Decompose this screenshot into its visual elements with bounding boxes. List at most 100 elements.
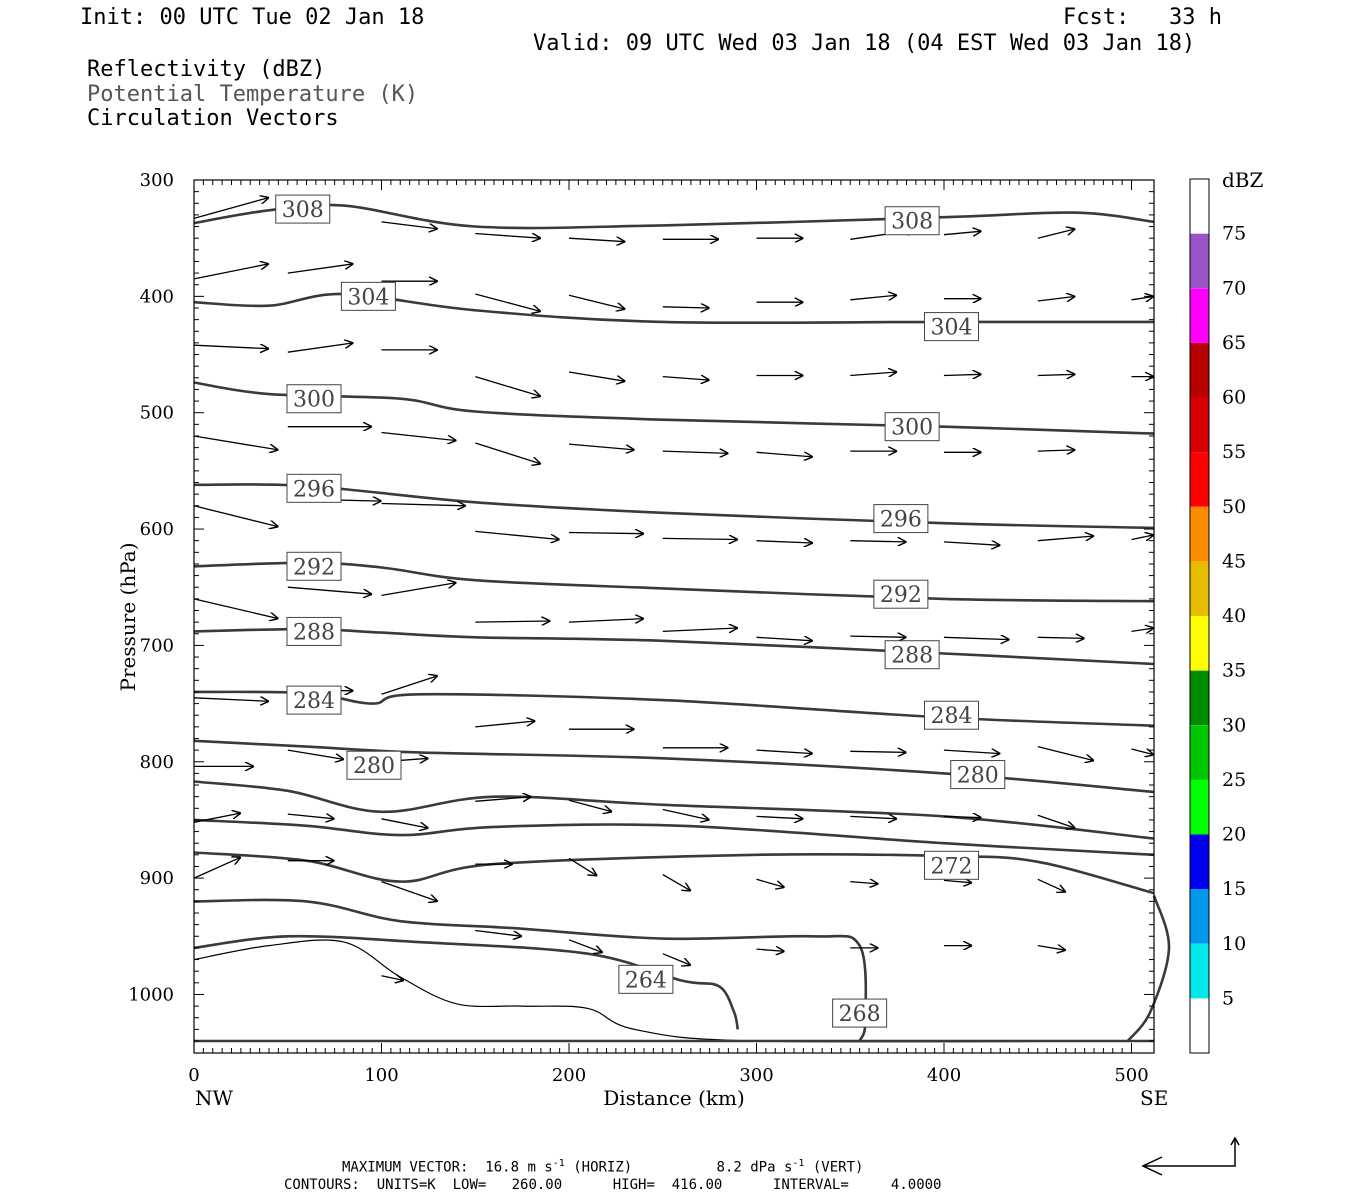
contour-label: 296 <box>286 473 342 503</box>
circulation-vector <box>756 878 785 887</box>
circulation-vector <box>287 264 354 274</box>
terrain-line <box>193 939 1155 1043</box>
contour-label-box <box>286 384 342 414</box>
contour-label-text: 284 <box>293 689 335 714</box>
valid-time: Valid: 09 UTC Wed 03 Jan 18 (04 EST Wed … <box>533 31 1196 56</box>
circulation-vector <box>568 939 603 953</box>
colorbar-swatch <box>1190 288 1209 343</box>
contour-label-text: 296 <box>293 477 335 502</box>
theta-contour <box>193 934 740 1030</box>
circulation-vector <box>662 953 691 966</box>
theta-contour <box>193 898 868 1042</box>
contour-label: 288 <box>286 616 342 646</box>
circulation-vector <box>475 293 541 312</box>
circulation-vector <box>475 530 559 539</box>
circulation-vector <box>662 808 710 820</box>
contour-label-text: 288 <box>293 620 335 645</box>
colorbar-swatch <box>1190 943 1209 999</box>
colorbar-label: 5 <box>1222 987 1234 1009</box>
x-tick-label: 200 <box>552 1065 586 1086</box>
colorbar-swatch <box>1190 397 1209 453</box>
circulation-vector <box>475 442 541 464</box>
colorbar-frame <box>1189 178 1210 1054</box>
contours-low: LOW= 260.00 <box>452 1177 563 1193</box>
colorbar-label: 30 <box>1222 714 1246 736</box>
max-vector-line: MAXIMUM VECTOR: 16.8 m s -1 (HORIZ) 8.2 d… <box>342 1159 863 1175</box>
circulation-vector <box>850 816 897 818</box>
circulation-vector <box>1131 628 1155 631</box>
circulation-vector <box>943 816 982 817</box>
theta-contour <box>193 203 1155 230</box>
colorbar-label: 60 <box>1222 387 1246 409</box>
max-vector-label: MAXIMUM VECTOR: <box>342 1159 469 1176</box>
contours-line: CONTOURS: UNITS=K LOW= 260.00 HIGH= 416.… <box>284 1178 941 1192</box>
contour-label-text: 272 <box>931 854 973 879</box>
circulation-vector <box>475 929 522 937</box>
circulation-vector <box>1037 946 1066 951</box>
circulation-vector <box>756 949 785 951</box>
contour-label: 288 <box>884 640 940 670</box>
circulation-vector <box>287 586 372 594</box>
circulation-vector <box>381 818 429 828</box>
colorbar-swatch <box>1190 889 1209 944</box>
x-axis-title: Distance (km) <box>603 1086 745 1110</box>
field-circulation-vectors: Circulation Vectors <box>87 106 339 131</box>
circulation-vector <box>193 813 241 823</box>
contour-label: 268 <box>832 998 888 1028</box>
x-tick-label: 400 <box>927 1065 961 1086</box>
colorbar-label: 50 <box>1222 496 1246 518</box>
contour-label-box <box>924 312 979 342</box>
contour-label: 280 <box>346 750 402 780</box>
colorbar-swatch <box>1190 506 1209 562</box>
contour-label-box <box>346 750 402 780</box>
circulation-vector <box>756 816 804 818</box>
contour-label: 280 <box>950 760 1006 790</box>
colorbar-swatch <box>1190 179 1209 234</box>
circulation-vector <box>1131 749 1155 755</box>
contour-label-box <box>832 998 888 1028</box>
theta-contour <box>193 739 1155 794</box>
colorbar-label: 65 <box>1222 332 1246 354</box>
circulation-vector <box>1131 296 1155 299</box>
contour-label-text: 304 <box>931 316 973 341</box>
circulation-vector <box>193 198 269 220</box>
circulation-vector <box>1037 374 1076 375</box>
contour-label-text: 300 <box>293 388 335 413</box>
circulation-vector <box>662 451 729 453</box>
contours-units: UNITS=K <box>376 1177 436 1193</box>
circulation-vector <box>475 232 541 239</box>
vert-max-value: 8.2 dPa s <box>716 1159 793 1176</box>
y-tick-label: 700 <box>140 635 174 656</box>
contour-label-box <box>286 616 342 646</box>
circulation-vector <box>662 307 710 308</box>
circulation-vector <box>568 238 625 242</box>
circulation-vector <box>1131 535 1155 540</box>
colorbar-swatch <box>1190 233 1209 289</box>
x-end-se: SE <box>1140 1086 1168 1110</box>
contour-label-text: 296 <box>880 508 922 533</box>
vert-exponent: -1 <box>792 1158 805 1169</box>
colorbar-label: 10 <box>1222 933 1246 955</box>
contour-label: 304 <box>924 312 979 342</box>
circulation-vector <box>568 294 625 309</box>
horiz-max-value: 16.8 m s <box>485 1159 553 1176</box>
circulation-vector <box>850 751 906 752</box>
circulation-vector <box>756 637 813 641</box>
circulation-vector <box>381 583 457 597</box>
circulation-vector <box>943 231 982 235</box>
circulation-vector <box>381 504 466 506</box>
colorbar-swatch <box>1190 616 1209 671</box>
circulation-vector <box>568 799 612 812</box>
contour-label-text: 300 <box>891 416 933 441</box>
contour-label: 308 <box>884 206 940 236</box>
colorbar-label: 40 <box>1222 605 1246 627</box>
y-tick-label: 1000 <box>128 984 174 1005</box>
circulation-vector <box>662 628 738 631</box>
colorbar-swatch <box>1190 452 1209 507</box>
horiz-tag: (HORIZ) <box>573 1159 633 1176</box>
circulation-vector <box>381 976 405 981</box>
colorbar-swatch <box>1190 561 1209 616</box>
circulation-vector <box>193 505 278 527</box>
contour-label-box <box>924 700 979 730</box>
